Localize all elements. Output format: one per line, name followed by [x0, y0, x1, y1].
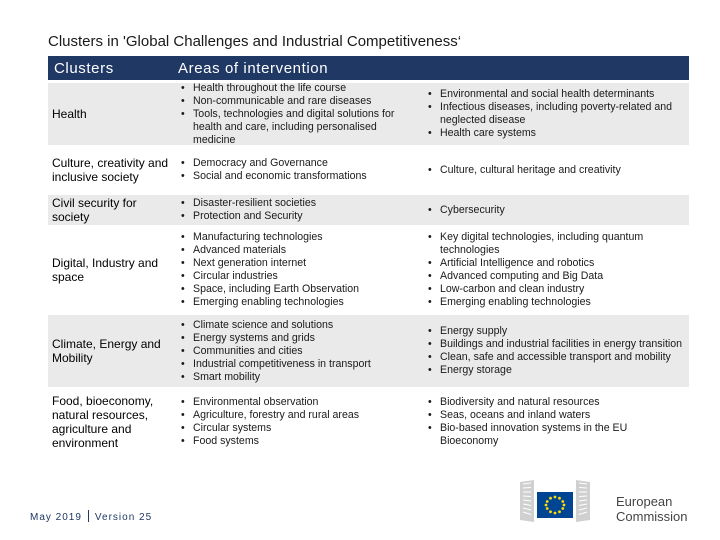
list-item: Energy supply — [428, 325, 682, 338]
list-item: Climate science and solutions — [181, 319, 371, 332]
list-item: Energy systems and grids — [181, 332, 371, 345]
list-item: Non-communicable and rare diseases — [181, 95, 412, 108]
list-item: Agriculture, forestry and rural areas — [181, 409, 359, 422]
logo-text-european: European — [616, 494, 672, 509]
list-item: Space, including Earth Observation — [181, 283, 359, 296]
list-item: Emerging enabling technologies — [428, 296, 683, 309]
table-row: Civil security for society Disaster-resi… — [48, 195, 689, 225]
footer: May 2019 Version 25 — [30, 510, 152, 523]
list-item: Energy storage — [428, 364, 682, 377]
list-item: Advanced computing and Big Data — [428, 270, 683, 283]
cluster-name: Digital, Industry and space — [52, 256, 159, 284]
footer-date: May 2019 — [30, 512, 82, 523]
areas-column-a: Disaster-resilient societiesProtection a… — [173, 195, 418, 225]
list-item: Democracy and Governance — [181, 157, 367, 170]
list-item: Seas, oceans and inland waters — [428, 409, 683, 422]
list-item: Social and economic transformations — [181, 170, 367, 183]
list-item: Health throughout the life course — [181, 82, 412, 95]
header-areas: Areas of intervention — [178, 59, 329, 77]
areas-column-b: Biodiversity and natural resourcesSeas, … — [418, 390, 689, 454]
list-item: Food systems — [181, 435, 359, 448]
areas-list: Democracy and GovernanceSocial and econo… — [181, 157, 367, 183]
list-item: Low-carbon and clean industry — [428, 283, 683, 296]
list-item: Emerging enabling technologies — [181, 296, 359, 309]
areas-list: Culture, cultural heritage and creativit… — [428, 164, 621, 177]
cluster-name: Health — [52, 107, 87, 121]
list-item: Key digital technologies, including quan… — [428, 231, 683, 257]
list-item: Disaster-resilient societies — [181, 197, 316, 210]
areas-column-a: Democracy and GovernanceSocial and econo… — [173, 148, 418, 192]
areas-column-a: Manufacturing technologiesAdvanced mater… — [173, 228, 418, 312]
list-item: Infectious diseases, including poverty-r… — [428, 101, 683, 127]
areas-list: Environmental and social health determin… — [428, 88, 683, 140]
list-item: Culture, cultural heritage and creativit… — [428, 164, 621, 177]
table-row: Food, bioeconomy, natural resources, agr… — [48, 390, 689, 454]
list-item: Smart mobility — [181, 371, 371, 384]
cluster-name: Food, bioeconomy, natural resources, agr… — [52, 394, 154, 450]
list-item: Manufacturing technologies — [181, 231, 359, 244]
logo-text-commission: Commission — [616, 509, 688, 524]
areas-list: Biodiversity and natural resourcesSeas, … — [428, 396, 683, 448]
list-item: Health care systems — [428, 127, 683, 140]
list-item: Protection and Security — [181, 210, 316, 223]
list-item: Next generation internet — [181, 257, 359, 270]
areas-column-a: Health throughout the life courseNon-com… — [173, 82, 418, 147]
list-item: Industrial competitiveness in transport — [181, 358, 371, 371]
table-row: Culture, creativity and inclusive societ… — [48, 148, 689, 192]
areas-column-b: Cybersecurity — [418, 195, 689, 225]
table-row: Digital, Industry and space Manufacturin… — [48, 228, 689, 312]
areas-column-a: Climate science and solutionsEnergy syst… — [173, 315, 418, 387]
cluster-name: Climate, Energy and Mobility — [52, 337, 161, 365]
cluster-name: Civil security for society — [52, 196, 137, 224]
areas-list: Cybersecurity — [428, 204, 505, 217]
areas-list: Health throughout the life courseNon-com… — [181, 82, 412, 147]
footer-version: Version 25 — [94, 512, 153, 523]
list-item: Bio-based innovation systems in the EU B… — [428, 422, 683, 448]
table-row: Climate, Energy and Mobility Climate sci… — [48, 315, 689, 387]
list-item: Buildings and industrial facilities in e… — [428, 338, 682, 351]
areas-column-b: Energy supplyBuildings and industrial fa… — [418, 315, 689, 387]
areas-list: Environmental observationAgriculture, fo… — [181, 396, 359, 448]
areas-column-b: Environmental and social health determin… — [418, 83, 689, 145]
list-item: Artificial Intelligence and robotics — [428, 257, 683, 270]
list-item: Cybersecurity — [428, 204, 505, 217]
eu-stars-icon — [544, 495, 566, 515]
areas-column-a: Environmental observationAgriculture, fo… — [173, 390, 418, 454]
page-title: Clusters in 'Global Challenges and Indus… — [48, 33, 462, 50]
list-item: Communities and cities — [181, 345, 371, 358]
table-row: Health Health throughout the life course… — [48, 82, 689, 147]
list-item: Clean, safe and accessible transport and… — [428, 351, 682, 364]
list-item: Advanced materials — [181, 244, 359, 257]
areas-list: Energy supplyBuildings and industrial fa… — [428, 325, 682, 377]
list-item: Environmental and social health determin… — [428, 88, 683, 101]
cluster-name: Culture, creativity and inclusive societ… — [52, 156, 169, 184]
areas-list: Key digital technologies, including quan… — [428, 231, 683, 309]
footer-divider — [87, 510, 89, 522]
areas-list: Disaster-resilient societiesProtection a… — [181, 197, 316, 223]
areas-column-b: Key digital technologies, including quan… — [418, 228, 689, 312]
clusters-table: Clusters Areas of intervention Health He… — [48, 56, 689, 454]
areas-column-b: Culture, cultural heritage and creativit… — [418, 148, 689, 192]
list-item: Tools, technologies and digital solution… — [181, 108, 412, 147]
european-commission-logo: European Commission — [520, 480, 688, 524]
list-item: Circular industries — [181, 270, 359, 283]
commission-building-icon — [520, 480, 590, 522]
header-clusters: Clusters — [54, 59, 114, 77]
list-item: Environmental observation — [181, 396, 359, 409]
list-item: Circular systems — [181, 422, 359, 435]
areas-list: Manufacturing technologiesAdvanced mater… — [181, 231, 359, 309]
list-item: Biodiversity and natural resources — [428, 396, 683, 409]
areas-list: Climate science and solutionsEnergy syst… — [181, 319, 371, 384]
table-header: Clusters Areas of intervention — [48, 56, 689, 80]
